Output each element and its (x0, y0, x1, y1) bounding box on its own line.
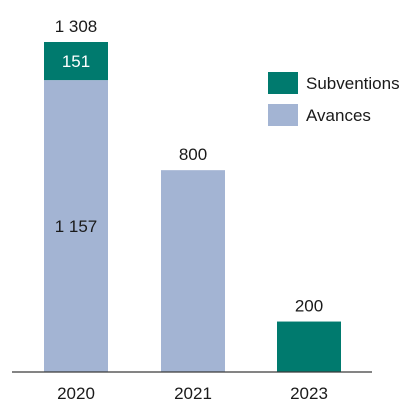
legend-swatch-subventions (268, 72, 298, 94)
total-label-2021: 800 (179, 145, 207, 164)
labels-layer: 1 157 151 1 308 2020 800 2021 200 2023 (55, 17, 328, 403)
segment-label-avances-2020: 1 157 (55, 217, 98, 236)
bar-avances-2021 (161, 170, 225, 372)
bar-subventions-2023 (277, 321, 341, 372)
legend: Subventions Avances (268, 72, 400, 126)
total-label-2023: 200 (295, 297, 323, 316)
segment-label-subventions-2020: 151 (62, 52, 90, 71)
legend-label-avances: Avances (306, 106, 371, 125)
bar-avances-2020 (44, 80, 108, 373)
legend-label-subventions: Subventions (306, 74, 400, 93)
bars-layer (44, 42, 341, 373)
x-tick-label-2021: 2021 (174, 384, 212, 403)
legend-swatch-avances (268, 104, 298, 126)
x-tick-label-2023: 2023 (290, 384, 328, 403)
bar-subventions-2020 (44, 42, 108, 81)
x-tick-label-2020: 2020 (57, 384, 95, 403)
total-label-2020: 1 308 (55, 17, 98, 36)
